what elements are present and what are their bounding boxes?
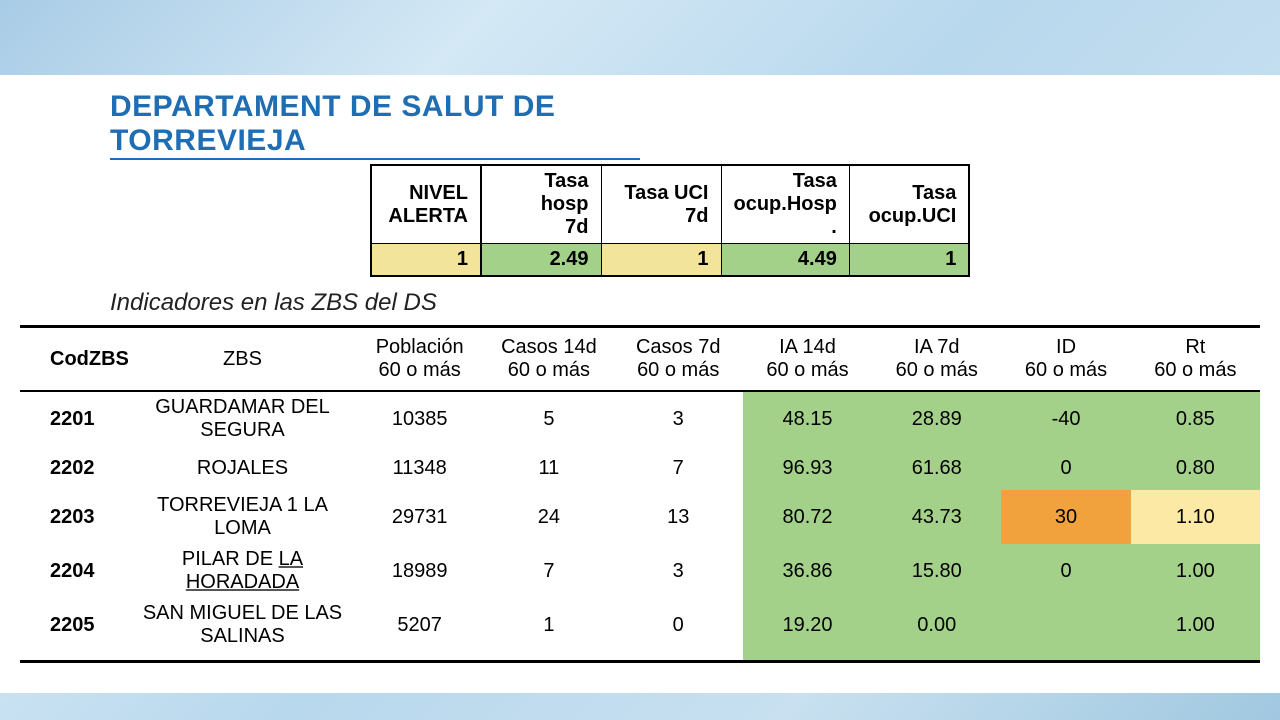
page-title: DEPARTAMENT DE SALUT DE TORREVIEJA [110, 90, 640, 160]
table-row: 2203TORREVIEJA 1 LA LOMA29731241380.7243… [20, 490, 1260, 544]
table-row: 2205SAN MIGUEL DE LAS SALINAS52071019.20… [20, 598, 1260, 662]
zbs-body: 2201GUARDAMAR DEL SEGURA103855348.1528.8… [20, 391, 1260, 662]
data-cell: 19.20 [743, 598, 872, 662]
data-cell: 29731 [355, 490, 484, 544]
cod-cell: 2205 [20, 598, 130, 662]
data-cell: 1.00 [1131, 598, 1260, 662]
data-cell: 11 [484, 446, 613, 490]
zbs-name-cell: GUARDAMAR DEL SEGURA [130, 391, 355, 446]
alert-level-table: NIVELALERTATasa hosp7dTasa UCI7dTasaocup… [370, 164, 970, 277]
zbs-header-cell: CodZBS [20, 327, 130, 392]
data-cell: 80.72 [743, 490, 872, 544]
data-cell: 28.89 [872, 391, 1001, 446]
data-cell: 1 [484, 598, 613, 662]
zbs-header-cell: Casos 14d60 o más [484, 327, 613, 392]
zbs-header-cell: Rt60 o más [1131, 327, 1260, 392]
data-cell: 48.15 [743, 391, 872, 446]
data-cell: 11348 [355, 446, 484, 490]
data-cell: 7 [484, 544, 613, 598]
cod-cell: 2204 [20, 544, 130, 598]
zbs-name-cell: PILAR DE LA HORADADA [130, 544, 355, 598]
data-cell: 0.80 [1131, 446, 1260, 490]
cod-cell: 2202 [20, 446, 130, 490]
cod-cell: 2203 [20, 490, 130, 544]
alert-header-cell: Tasa UCI7d [601, 165, 721, 244]
data-cell: 15.80 [872, 544, 1001, 598]
zbs-header-cell: IA 14d60 o más [743, 327, 872, 392]
table-row: 2202ROJALES1134811796.9361.6800.80 [20, 446, 1260, 490]
data-cell: 3 [614, 544, 743, 598]
alert-header-cell: Tasaocup.UCI [849, 165, 969, 244]
alert-header-row: NIVELALERTATasa hosp7dTasa UCI7dTasaocup… [371, 165, 969, 244]
data-cell: 1.00 [1131, 544, 1260, 598]
alert-header-cell: Tasaocup.Hosp. [721, 165, 849, 244]
zbs-name-cell: TORREVIEJA 1 LA LOMA [130, 490, 355, 544]
subtitle: Indicadores en las ZBS del DS [110, 289, 1260, 317]
data-cell: 96.93 [743, 446, 872, 490]
alert-value-cell: 1 [371, 244, 481, 277]
data-cell: 3 [614, 391, 743, 446]
data-cell: 0.00 [872, 598, 1001, 662]
data-cell: 30 [1001, 490, 1130, 544]
data-cell: 0.85 [1131, 391, 1260, 446]
table-row: 2201GUARDAMAR DEL SEGURA103855348.1528.8… [20, 391, 1260, 446]
cod-cell: 2201 [20, 391, 130, 446]
alert-values-row: 12.4914.491 [371, 244, 969, 277]
zbs-header-cell: ZBS [130, 327, 355, 392]
data-cell: 18989 [355, 544, 484, 598]
alert-value-cell: 4.49 [721, 244, 849, 277]
data-cell [1001, 598, 1130, 662]
data-cell: 5 [484, 391, 613, 446]
data-cell: 24 [484, 490, 613, 544]
data-cell: 0 [1001, 446, 1130, 490]
data-cell: 10385 [355, 391, 484, 446]
alert-value-cell: 1 [601, 244, 721, 277]
data-cell: 5207 [355, 598, 484, 662]
zbs-name-cell: SAN MIGUEL DE LAS SALINAS [130, 598, 355, 662]
zbs-indicators-table: CodZBSZBSPoblación60 o másCasos 14d60 o … [20, 325, 1260, 663]
alert-value-cell: 2.49 [481, 244, 601, 277]
data-cell: 1.10 [1131, 490, 1260, 544]
alert-header-cell: Tasa hosp7d [481, 165, 601, 244]
zbs-name-cell: ROJALES [130, 446, 355, 490]
alert-value-cell: 1 [849, 244, 969, 277]
zbs-header-cell: ID60 o más [1001, 327, 1130, 392]
zbs-header-cell: Casos 7d60 o más [614, 327, 743, 392]
data-cell: 7 [614, 446, 743, 490]
report-panel: DEPARTAMENT DE SALUT DE TORREVIEJA NIVEL… [0, 75, 1280, 693]
alert-header-cell: NIVELALERTA [371, 165, 481, 244]
data-cell: -40 [1001, 391, 1130, 446]
data-cell: 36.86 [743, 544, 872, 598]
data-cell: 61.68 [872, 446, 1001, 490]
data-cell: 13 [614, 490, 743, 544]
data-cell: 0 [614, 598, 743, 662]
zbs-header-row: CodZBSZBSPoblación60 o másCasos 14d60 o … [20, 327, 1260, 392]
data-cell: 0 [1001, 544, 1130, 598]
table-row: 2204PILAR DE LA HORADADA189897336.8615.8… [20, 544, 1260, 598]
zbs-header-cell: IA 7d60 o más [872, 327, 1001, 392]
data-cell: 43.73 [872, 490, 1001, 544]
zbs-header-cell: Población60 o más [355, 327, 484, 392]
